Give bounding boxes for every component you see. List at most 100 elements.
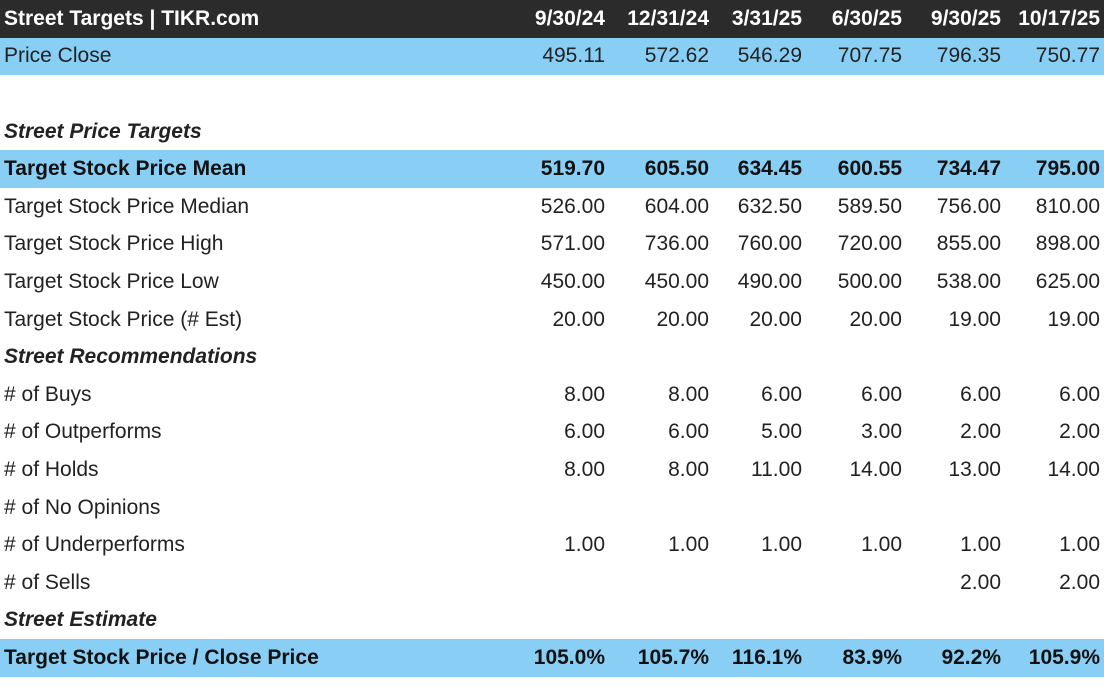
table-cell (609, 489, 713, 527)
table-cell: 105.7% (609, 639, 713, 677)
table-cell (504, 338, 609, 376)
table-row: # of Holds 8.00 8.00 11.00 14.00 13.00 14.00 (0, 451, 1104, 489)
table-cell: 83.9% (806, 639, 906, 677)
table-cell (906, 113, 1005, 151)
column-header: 6/30/25 (806, 0, 906, 38)
table-cell: 5.00 (761, 420, 802, 444)
header-row: Street Targets | TIKR.com 9/30/24 12/31/… (0, 0, 1104, 38)
table-cell: 3.00 (861, 420, 902, 444)
row-label: # of No Opinions (4, 495, 161, 519)
table-cell (806, 75, 906, 113)
table-cell: 14.00 (849, 457, 902, 481)
table-cell: 2.00 (960, 570, 1001, 594)
table-cell: 490.00 (737, 269, 802, 293)
table-row: Street Price Targets (0, 113, 1104, 151)
table-cell (713, 489, 806, 527)
table-row: Target Stock Price Mean 519.70 605.50 634.4… (0, 150, 1104, 188)
table-cell: 589.50 (837, 194, 902, 218)
column-header: 3/31/25 (713, 0, 806, 38)
table-cell: 1.00 (564, 533, 605, 557)
table-cell (806, 338, 906, 376)
table-title: Street Targets | TIKR.com (0, 0, 504, 38)
table-cell: 796.35 (906, 37, 1005, 76)
table-cell: 707.75 (806, 37, 906, 76)
table-cell: 625.00 (1035, 269, 1100, 293)
table-row: # of Sells 2.00 2.00 (0, 564, 1104, 602)
table-cell: 8.00 (668, 457, 709, 481)
column-header: 9/30/25 (906, 0, 1005, 38)
table-cell: 1.00 (1059, 533, 1100, 557)
table-cell (1005, 602, 1104, 640)
table-row: Street Estimate (0, 602, 1104, 640)
table-cell (713, 564, 806, 602)
table-cell (609, 602, 713, 640)
table-cell (806, 602, 906, 640)
table-cell: 750.77 (1005, 37, 1104, 76)
table-row: # of Buys 8.00 8.00 6.00 6.00 6.00 6.00 (0, 376, 1104, 414)
table-cell: 20.00 (749, 307, 802, 331)
table-cell: 2.00 (1059, 570, 1100, 594)
table-cell (806, 564, 906, 602)
row-label: Target Stock Price High (4, 232, 224, 256)
table-cell: 810.00 (1035, 194, 1100, 218)
table-cell: 6.00 (861, 382, 902, 406)
table-cell: 632.50 (737, 194, 802, 218)
table-cell: 450.00 (644, 269, 709, 293)
table-cell: 736.00 (644, 232, 709, 256)
table-cell: 855.00 (936, 232, 1001, 256)
table-cell: 105.0% (504, 639, 609, 677)
table-cell: 20.00 (552, 307, 605, 331)
table-cell: 795.00 (1005, 150, 1104, 188)
table-cell: 734.47 (906, 150, 1005, 188)
table-cell: 605.50 (609, 150, 713, 188)
row-label: Target Stock Price (# Est) (4, 307, 243, 331)
table-row: Target Stock Price Low 450.00 450.00 490.00… (0, 263, 1104, 301)
table-cell (609, 338, 713, 376)
table-cell: 2.00 (960, 420, 1001, 444)
table-cell (906, 489, 1005, 527)
table-row: Target Stock Price / Close Price 105.0% 10… (0, 639, 1104, 677)
table-cell (713, 75, 806, 113)
section-heading: Street Recommendations (4, 345, 258, 369)
table-cell: 538.00 (936, 269, 1001, 293)
table-cell: 571.00 (540, 232, 605, 256)
table-cell (1005, 338, 1104, 376)
table-cell: 6.00 (761, 382, 802, 406)
table-cell: 8.00 (564, 457, 605, 481)
table-cell: 898.00 (1035, 232, 1100, 256)
table-cell: 572.62 (609, 37, 713, 76)
table-cell (504, 602, 609, 640)
table-cell (806, 113, 906, 151)
street-targets-table: Street Targets | TIKR.com 9/30/24 12/31/… (0, 0, 1104, 677)
table-cell (906, 75, 1005, 113)
table-cell: 519.70 (504, 150, 609, 188)
row-label: # of Underperforms (4, 533, 185, 557)
table-row: Price Close 495.11 572.62 546.29 707.75 796.3… (0, 37, 1104, 76)
table-row: Target Stock Price Median 526.00 604.00 632… (0, 188, 1104, 226)
table-cell: 14.00 (1047, 457, 1100, 481)
table-cell: 1.00 (861, 533, 902, 557)
table-cell: 526.00 (540, 194, 605, 218)
table-row: # of No Opinions (0, 489, 1104, 527)
table-cell: 105.9% (1005, 639, 1104, 677)
table-cell: 20.00 (849, 307, 902, 331)
column-header: 12/31/24 (609, 0, 713, 38)
table-row: # of Underperforms 1.00 1.00 1.00 1.00 1.00 1.… (0, 526, 1104, 564)
table-cell: 720.00 (837, 232, 902, 256)
table-cell (1005, 489, 1104, 527)
table-cell (504, 75, 609, 113)
table-cell: 6.00 (668, 420, 709, 444)
table-body: Price Close 495.11 572.62 546.29 707.75 796.3… (0, 37, 1104, 677)
table-cell: 450.00 (540, 269, 605, 293)
table-cell: 604.00 (644, 194, 709, 218)
table-cell: 1.00 (668, 533, 709, 557)
table-cell (713, 338, 806, 376)
table-cell: 1.00 (761, 533, 802, 557)
table-cell (609, 564, 713, 602)
table-cell (1005, 113, 1104, 151)
table-cell (609, 75, 713, 113)
table-cell: 6.00 (1059, 382, 1100, 406)
table-cell: 8.00 (564, 382, 605, 406)
table-cell: 495.11 (504, 37, 609, 76)
table-cell (906, 338, 1005, 376)
